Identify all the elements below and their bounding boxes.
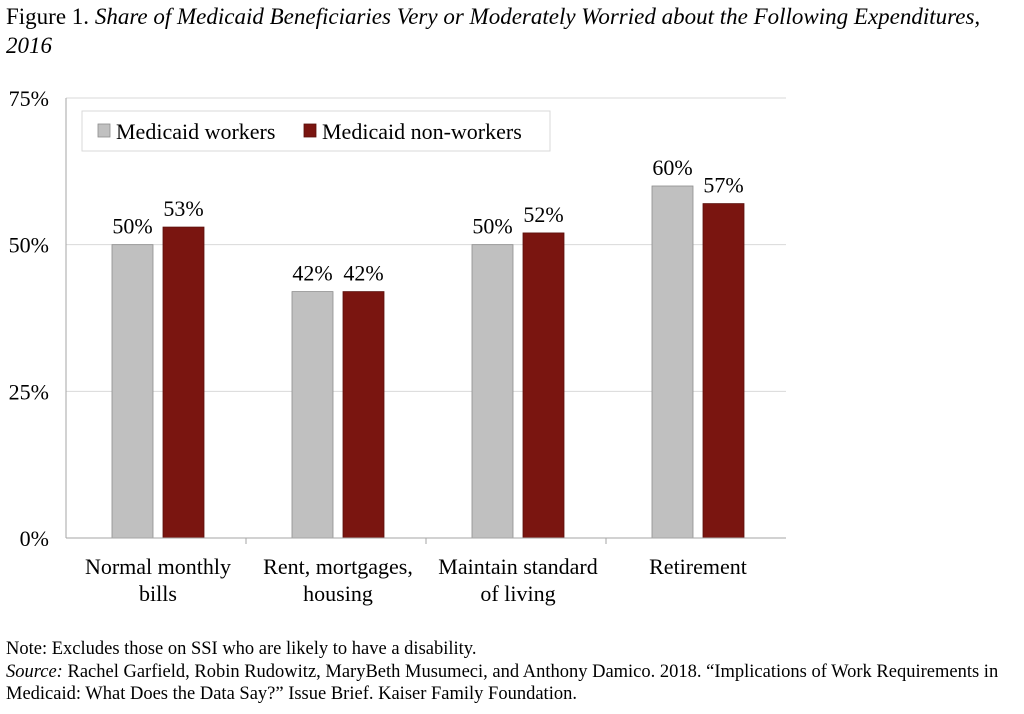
x-category-label: Maintain standard <box>438 554 597 579</box>
y-tick-label: 50% <box>9 233 49 258</box>
y-tick-label: 75% <box>9 86 49 111</box>
x-category-label: housing <box>303 581 373 606</box>
bar-non-workers <box>162 226 205 539</box>
bar-non-workers <box>702 203 745 539</box>
bars <box>111 185 745 539</box>
data-label-workers: 42% <box>292 261 332 286</box>
figure-label: Figure 1. <box>6 4 90 29</box>
source-label: Source: <box>6 661 63 682</box>
source-citation: Rachel Garfield, Robin Rudowitz, MaryBet… <box>6 661 999 705</box>
bar-workers <box>651 185 694 539</box>
data-label-workers: 50% <box>112 214 152 239</box>
data-label-non-workers: 57% <box>703 173 743 198</box>
data-labels: 50% 53% 42% 42% 50% 52% 60% 57% <box>112 155 743 286</box>
figure-title: Figure 1. Share of Medicaid Beneficiarie… <box>6 2 1016 60</box>
data-label-workers: 60% <box>652 155 692 180</box>
y-tick-label: 25% <box>9 379 49 404</box>
x-category-label: Normal monthly <box>85 554 231 579</box>
figure-notes: Note: Excludes those on SSI who are like… <box>6 638 1021 706</box>
y-tick-label: 0% <box>20 526 49 551</box>
bar-non-workers <box>342 291 385 539</box>
bar-workers <box>471 244 514 539</box>
data-label-workers: 50% <box>472 214 512 239</box>
source-text: Source: Rachel Garfield, Robin Rudowitz,… <box>6 661 1021 706</box>
legend-label-workers: Medicaid workers <box>116 119 275 144</box>
bar-workers <box>291 291 334 539</box>
x-category-label: Rent, mortgages, <box>263 554 413 579</box>
bar-chart: 50% 53% 42% 42% 50% 52% 60% 57% 0% 25% 50% 75% Norm… <box>9 86 786 606</box>
legend-swatch-non-workers <box>303 123 317 138</box>
data-label-non-workers: 53% <box>163 196 203 221</box>
data-label-non-workers: 42% <box>343 261 383 286</box>
legend-swatch-workers <box>97 123 111 138</box>
bar-non-workers <box>522 232 565 539</box>
x-category-label: of living <box>480 581 555 606</box>
x-category-label: Retirement <box>649 554 747 579</box>
legend: Medicaid workers Medicaid non-workers <box>81 110 551 152</box>
bar-workers <box>111 244 154 539</box>
legend-label-non-workers: Medicaid non-workers <box>322 119 522 144</box>
x-category-label: bills <box>139 581 177 606</box>
note-text: Note: Excludes those on SSI who are like… <box>6 639 477 659</box>
figure-title-text: Share of Medicaid Beneficiaries Very or … <box>6 4 981 58</box>
data-label-non-workers: 52% <box>523 202 563 227</box>
